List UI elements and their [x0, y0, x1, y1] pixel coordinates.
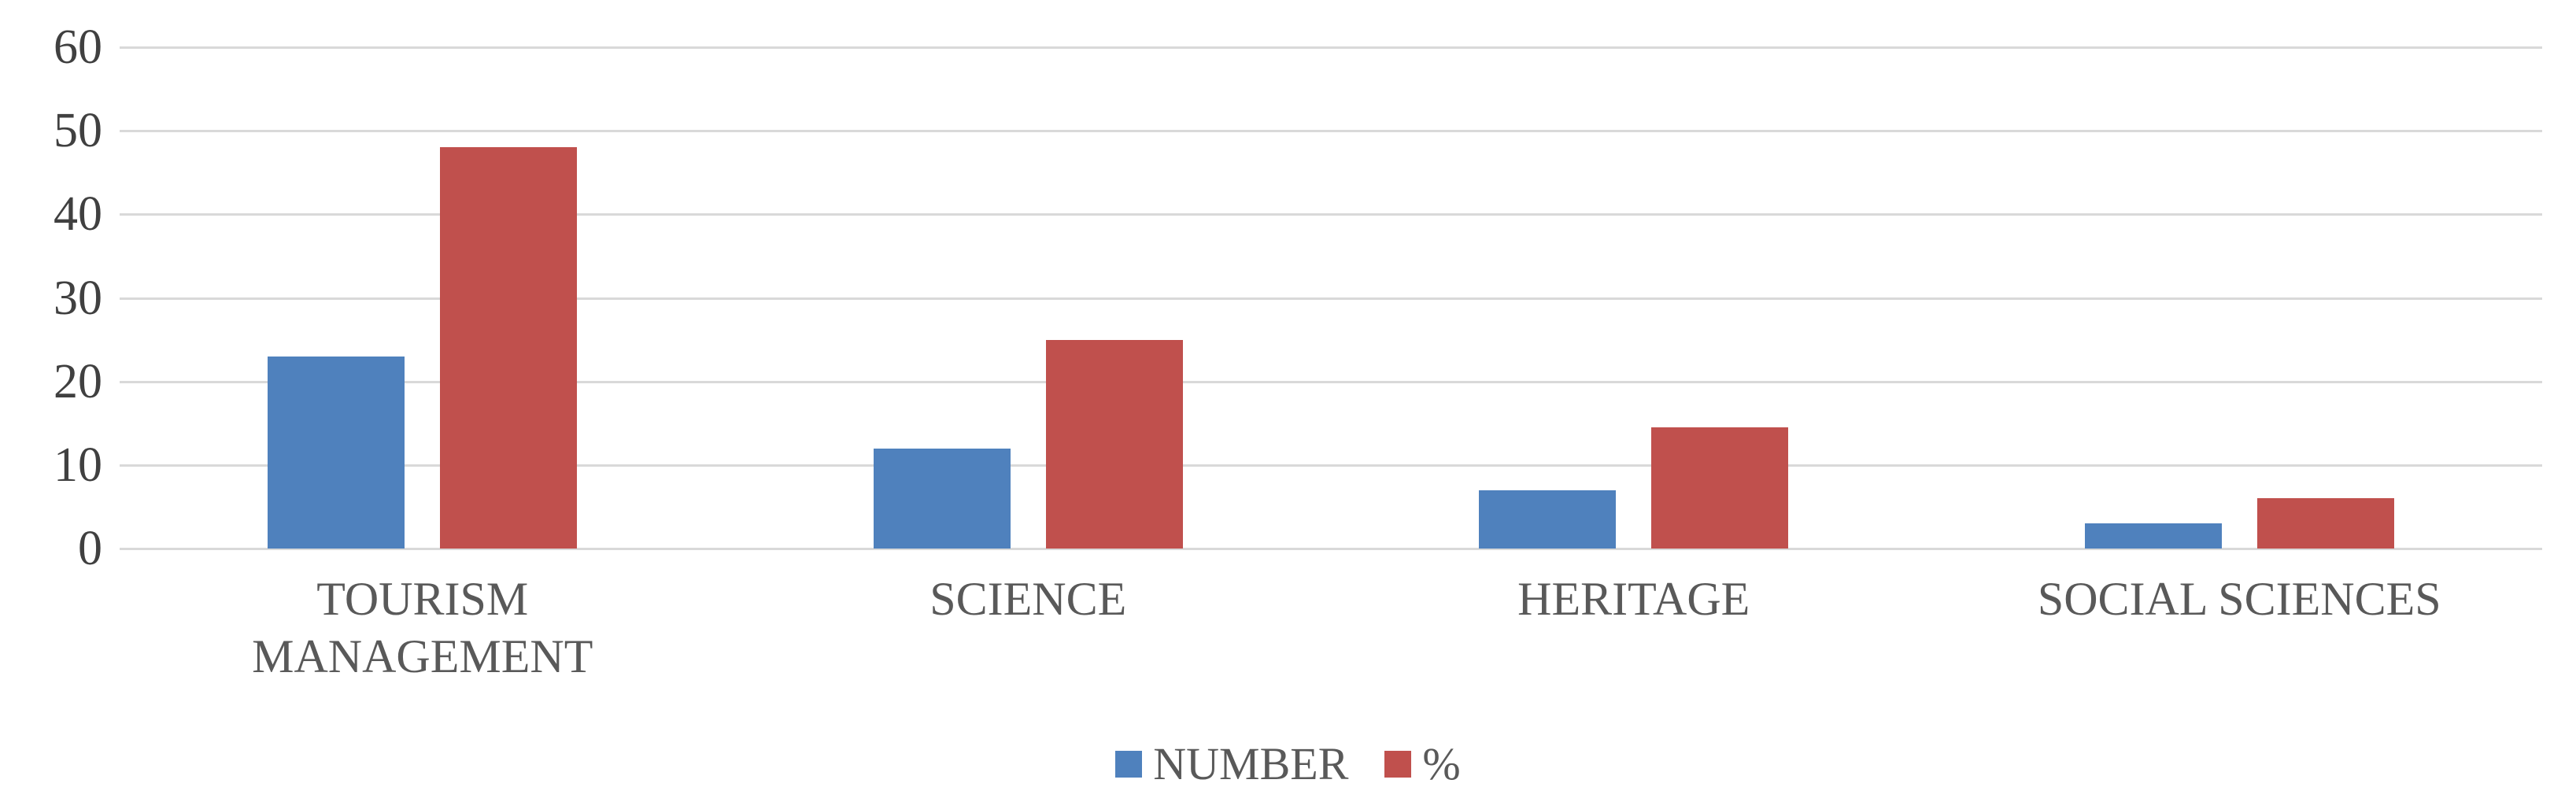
gridline-y-10: [120, 464, 2542, 467]
gridline-y-0: [120, 548, 2542, 550]
y-tick-label-50: 50: [54, 104, 102, 158]
bar-number-social-sciences: [2084, 523, 2222, 549]
bar-percent-heritage: [1651, 427, 1789, 549]
legend-swatch-icon: [1384, 750, 1412, 778]
category-label-social-sciences: SOCIAL SCIENCES: [2037, 573, 2441, 625]
bar-percent-science: [1045, 339, 1183, 549]
gridline-y-50: [120, 130, 2542, 133]
plot-area: [120, 46, 2542, 550]
category-label-heritage: HERITAGE: [1517, 573, 1750, 625]
legend-label: NUMBER: [1153, 738, 1349, 787]
gridline-y-40: [120, 213, 2542, 216]
gridline-y-20: [120, 380, 2542, 383]
y-tick-label-60: 60: [54, 20, 102, 74]
y-tick-label-0: 0: [78, 522, 102, 575]
y-tick-label-40: 40: [54, 187, 102, 242]
gridline-y-60: [120, 46, 2542, 49]
legend-label: %: [1422, 738, 1461, 787]
legend-item-number: NUMBER: [1115, 737, 1348, 787]
legend-swatch-icon: [1115, 750, 1143, 778]
category-label-tourism-management: TOURISM MANAGEMENT: [252, 573, 593, 683]
y-tick-label-30: 30: [54, 271, 102, 325]
legend-item-percent: %: [1384, 737, 1461, 787]
category-label-science: SCIENCE: [930, 573, 1127, 625]
y-tick-label-20: 20: [54, 354, 102, 408]
bar-number-science: [873, 448, 1011, 549]
bar-number-heritage: [1479, 490, 1617, 549]
bar-percent-tourism-management: [440, 147, 578, 549]
bar-number-tourism-management: [268, 356, 405, 549]
gridline-y-30: [120, 297, 2542, 300]
y-tick-label-10: 10: [54, 438, 102, 492]
bar-percent-social-sciences: [2256, 498, 2394, 549]
legend: NUMBER%: [0, 737, 2576, 787]
